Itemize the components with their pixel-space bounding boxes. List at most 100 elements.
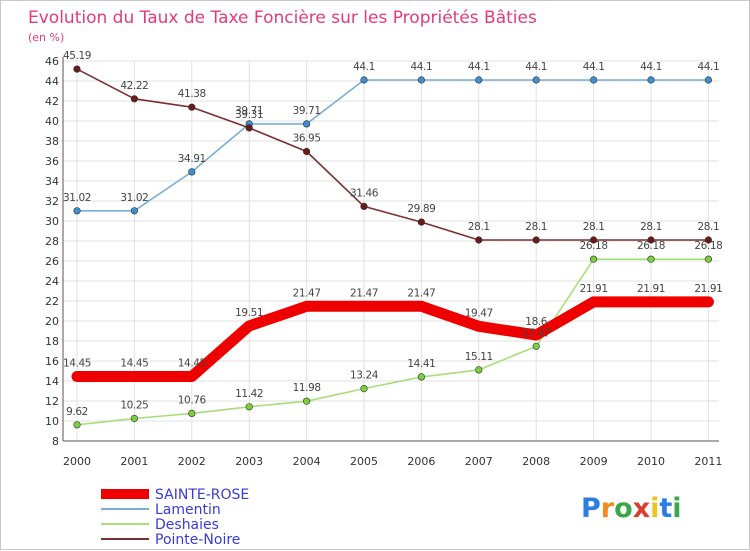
data-point [360, 76, 368, 84]
data-label: 21.91 [694, 283, 722, 295]
data-point [417, 218, 426, 226]
data-point [647, 255, 655, 263]
data-label: 9.62 [66, 406, 88, 418]
y-tick-label: 20 [45, 315, 59, 328]
chart-subtitle: (en %) [28, 31, 64, 44]
data-label: 34.91 [178, 153, 206, 165]
y-tick-label: 42 [45, 95, 59, 108]
x-tick-label: 2011 [694, 455, 722, 468]
data-point [188, 103, 196, 111]
data-label: 39.31 [235, 109, 263, 121]
logo-letter: r [601, 493, 615, 524]
x-tick-label: 2001 [120, 455, 148, 468]
data-label: 19.47 [465, 307, 493, 319]
data-point [188, 409, 196, 418]
logo-letter: t [659, 493, 672, 524]
series-line-deshaies [76, 258, 710, 426]
logo-letter: i [650, 493, 659, 524]
y-tick-label: 12 [45, 395, 59, 408]
data-label: 31.02 [120, 192, 148, 204]
data-point [303, 397, 311, 405]
gridlines [63, 60, 719, 441]
data-point [532, 76, 540, 84]
x-tick-label: 2003 [235, 455, 263, 468]
data-point [303, 147, 311, 156]
data-label: 15.11 [465, 351, 493, 363]
data-label: 21.47 [407, 287, 435, 299]
x-tick-label: 2008 [522, 455, 550, 468]
x-tick-label: 2006 [407, 455, 435, 468]
data-point [475, 236, 483, 244]
data-label: 42.22 [120, 80, 148, 92]
data-label: 21.47 [350, 287, 378, 299]
data-point [532, 236, 540, 244]
data-label: 44.1 [468, 61, 490, 73]
data-point [704, 236, 713, 244]
data-label: 39.71 [293, 105, 321, 117]
data-label: 28.1 [468, 221, 490, 233]
legend-label: Pointe-Noire [155, 532, 240, 548]
data-point [532, 342, 540, 350]
data-label: 21.91 [637, 283, 665, 295]
y-tick-label: 32 [45, 195, 59, 208]
data-point [73, 65, 81, 73]
chart-title: Evolution du Taux de Taxe Foncière sur l… [28, 8, 537, 28]
y-tick-label: 46 [45, 55, 59, 68]
y-tick-label: 34 [45, 175, 59, 188]
logo-letter: x [633, 493, 650, 524]
data-label: 26.18 [637, 240, 665, 252]
axes: 8 10 12 14 16 18 20 22 24 26 28 30 32 34 36 38 40 42 44 46 2… [45, 55, 722, 468]
data-point [73, 207, 81, 215]
data-point [589, 255, 598, 263]
y-tick-label: 18 [45, 335, 59, 348]
x-tick-label: 2005 [350, 455, 378, 468]
data-label: 41.38 [178, 88, 206, 100]
data-point [188, 168, 196, 176]
x-tick-label: 2009 [580, 455, 608, 468]
y-tick-label: 22 [45, 295, 59, 308]
y-tick-label: 10 [45, 415, 59, 428]
data-point [589, 76, 598, 84]
data-point [130, 95, 138, 103]
data-point [360, 385, 368, 393]
y-tick-label: 38 [45, 135, 59, 148]
data-label: 11.42 [235, 388, 263, 400]
data-point [647, 76, 655, 84]
legend-label: SAINTE-ROSE [155, 487, 249, 503]
x-tick-label: 2010 [637, 455, 665, 468]
data-label: 39.71 [235, 105, 263, 117]
data-point [704, 76, 713, 84]
data-point [130, 414, 138, 423]
data-point [360, 202, 368, 210]
data-label: 13.24 [350, 370, 379, 382]
series-line-sainte-rose [71, 296, 714, 382]
data-label: 44.1 [698, 61, 720, 73]
y-tick-label: 40 [45, 115, 59, 128]
data-point [130, 207, 138, 215]
data-label: 44.1 [525, 61, 547, 73]
data-point [417, 76, 426, 84]
data-point [475, 76, 483, 84]
data-label: 21.91 [580, 283, 608, 295]
legend-label: Deshaies [155, 517, 219, 533]
data-label: 26.18 [580, 240, 608, 252]
y-tick-label: 28 [45, 235, 59, 248]
data-label: 14.45 [178, 358, 206, 370]
x-tick-label: 2007 [465, 455, 493, 468]
series-line-pointe-noire [76, 68, 710, 241]
data-label: 44.1 [640, 61, 662, 73]
data-label: 28.1 [698, 221, 720, 233]
data-label: 14.45 [120, 358, 148, 370]
data-label: 45.19 [63, 50, 91, 62]
data-label: 26.18 [694, 240, 722, 252]
y-tick-label: 36 [45, 155, 59, 168]
logo-letter: i [672, 493, 681, 524]
y-tick-label: 26 [45, 255, 59, 268]
data-label: 44.1 [411, 61, 433, 73]
data-label: 44.1 [583, 61, 605, 73]
legend-label: Lamentin [155, 502, 221, 518]
y-tick-label: 44 [45, 75, 59, 88]
